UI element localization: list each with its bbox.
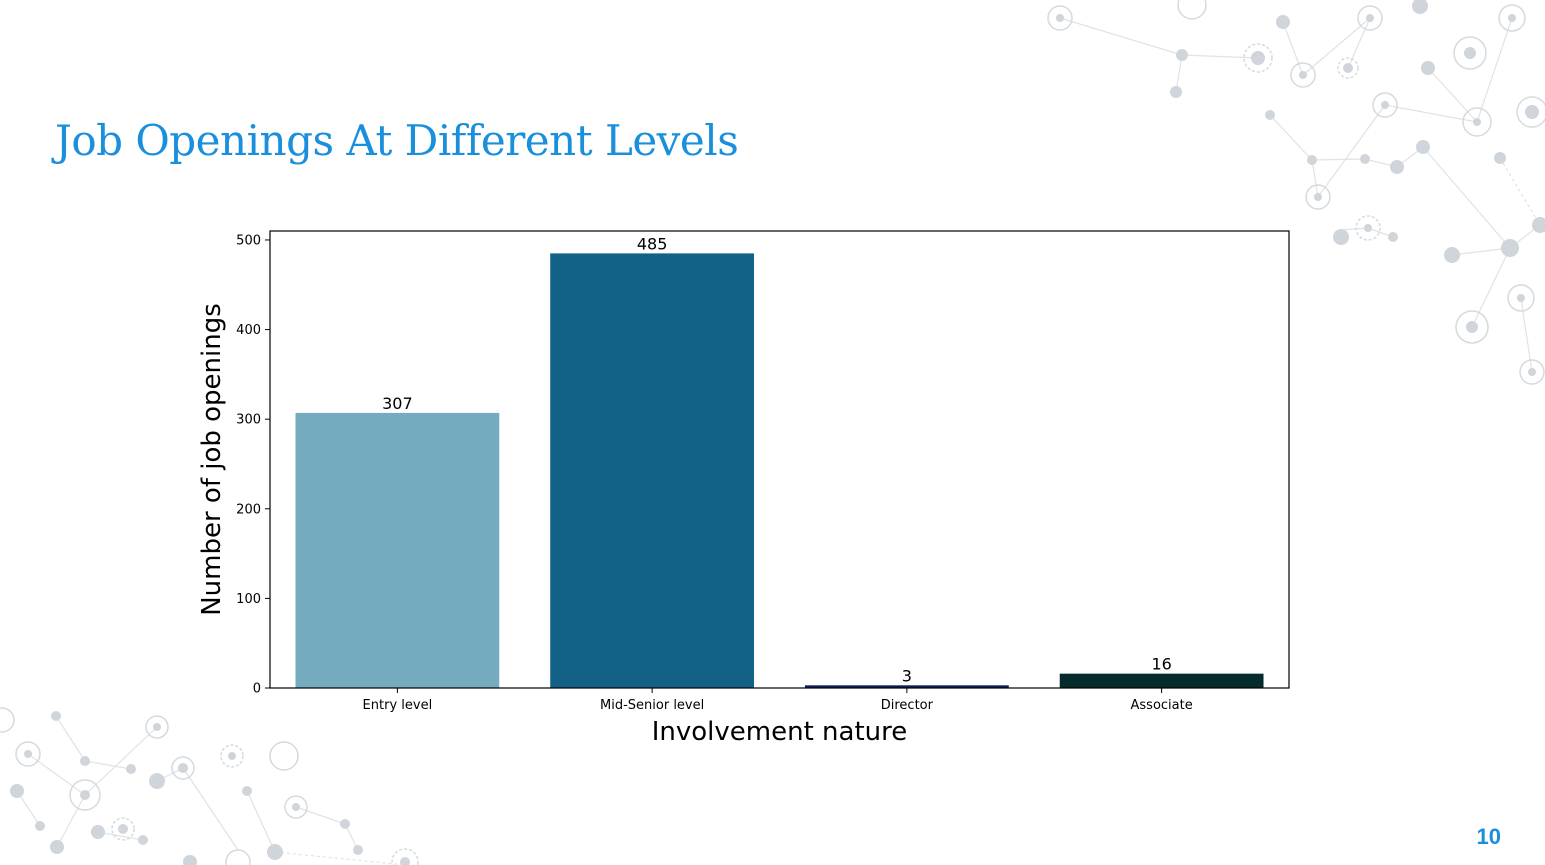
y-tick-label: 300 <box>236 413 261 428</box>
bar-0 <box>295 412 500 688</box>
data-label: 485 <box>637 234 668 253</box>
x-tick-label: Director <box>881 698 934 713</box>
page-number: 10 <box>1476 824 1501 849</box>
x-tick-label: Associate <box>1131 698 1193 713</box>
y-axis: 0 100 200 300 400 500 <box>236 233 270 697</box>
bar-1 <box>550 253 755 688</box>
plot-frame <box>269 230 1290 689</box>
x-tick-label: Mid-Senior level <box>600 698 704 713</box>
slide-title: Job Openings At Different Levels <box>55 116 739 165</box>
network-decoration-bottom-left <box>0 707 419 865</box>
bar-3 <box>1059 673 1264 688</box>
network-decoration-top-right <box>1047 0 1545 385</box>
data-label: 16 <box>1151 655 1171 674</box>
bars-group <box>295 253 1264 688</box>
y-tick-label: 500 <box>236 233 261 248</box>
bar-2 <box>804 685 1009 688</box>
data-labels-group: 307 485 3 16 <box>382 234 1172 685</box>
data-label: 3 <box>902 666 912 685</box>
y-tick-label: 0 <box>253 682 261 697</box>
y-tick-label: 200 <box>236 502 261 517</box>
y-tick-label: 100 <box>236 592 261 607</box>
x-tick-label: Entry level <box>363 698 433 713</box>
y-tick-label: 400 <box>236 323 261 338</box>
x-axis-title: Involvement nature <box>652 717 908 747</box>
y-axis-title: Number of job openings <box>197 303 227 616</box>
data-label: 307 <box>382 394 413 413</box>
x-axis: Entry level Mid-Senior level Director Assoc… <box>363 688 1193 713</box>
